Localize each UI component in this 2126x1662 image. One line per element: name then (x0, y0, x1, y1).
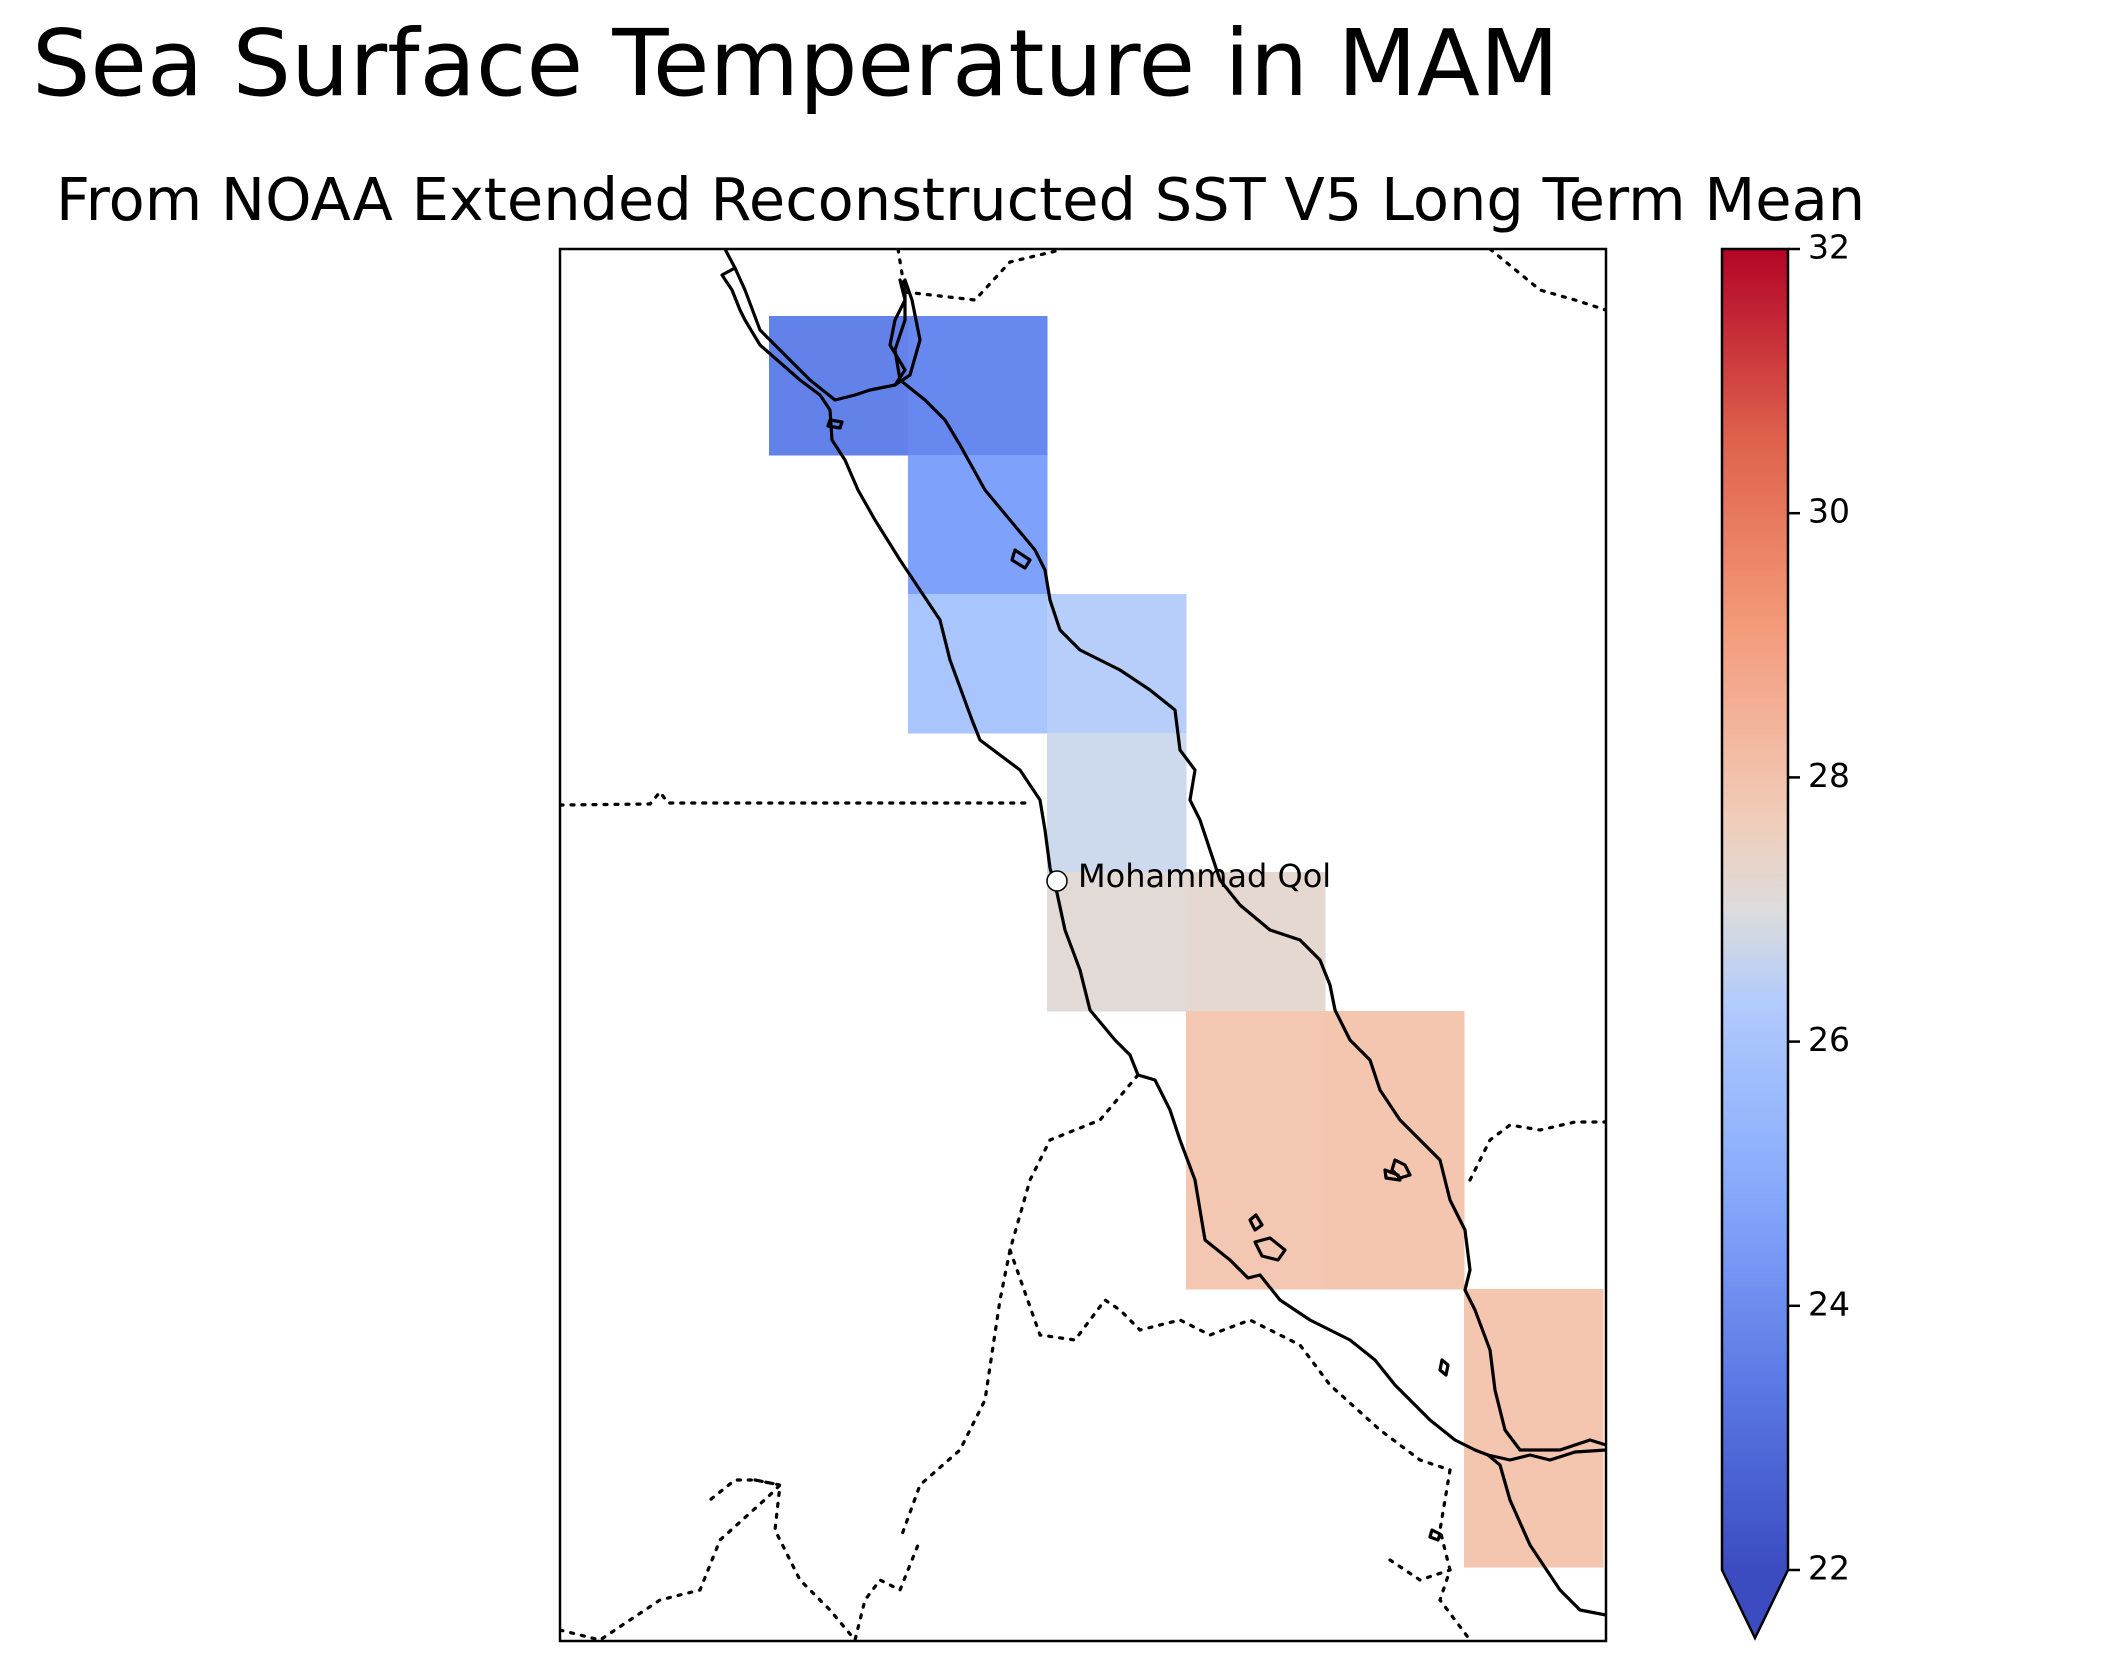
island-dahlak-2 (1390, 1158, 1412, 1180)
border-ethiopia-south (1388, 1558, 1452, 1582)
coastlines (720, 249, 1606, 1617)
map-frame (558, 247, 1608, 1643)
coastline-sinai-aqaba (893, 278, 922, 387)
place-marker-mohammad-qol: Mohammad Qol (1046, 857, 1331, 895)
sst-cell (1186, 1150, 1326, 1290)
place-marker (1046, 870, 1068, 892)
colorbar-tick-label: 26 (1808, 1020, 1850, 1059)
island-dahlak-1 (1253, 1236, 1287, 1262)
sst-cells (769, 316, 1604, 1568)
island-zubair (1438, 1358, 1450, 1377)
sst-cell (1186, 1011, 1326, 1151)
border-egypt-israel (896, 249, 1062, 302)
border-saudi-jordan (1488, 249, 1606, 312)
colorbar-tick-label: 30 (1808, 492, 1850, 531)
colorbar: 22 24 26 28 30 32 (1720, 228, 1850, 1641)
sst-cell (1047, 594, 1187, 734)
map-panel: Mohammad Qol (558, 247, 1608, 1643)
colorbar-tick-label: 28 (1808, 756, 1850, 795)
sst-cell (908, 316, 1048, 456)
island-farasan (1383, 1168, 1402, 1182)
colorbar-extend-min (1722, 1570, 1788, 1638)
place-label: Mohammad Qol (1078, 857, 1331, 895)
colorbar-tick-label: 32 (1808, 228, 1850, 267)
chart-subtitle: From NOAA Extended Reconstructed SST V5 … (56, 165, 1866, 234)
colorbar-outline (1720, 247, 1790, 1641)
sst-cell (1464, 1289, 1604, 1429)
country-borders (560, 249, 1606, 1641)
chart-title: Sea Surface Temperature in MAM (32, 10, 1560, 117)
coastline-arabian (893, 278, 1606, 1452)
colorbar-tick-label: 22 (1808, 1549, 1850, 1588)
border-sudan-southsudan (560, 1478, 784, 1641)
border-yemen-saudi (1468, 1120, 1606, 1182)
coastline-sinai-suez (733, 266, 907, 402)
sst-cell (1047, 733, 1187, 873)
sst-cell (908, 594, 1048, 734)
border-ethiopia-west (753, 1478, 922, 1641)
border-sudan-eritrea (898, 1073, 1140, 1542)
island-tiran (826, 418, 844, 430)
island-shadwan (1010, 548, 1032, 570)
colorbar-tick-label: 24 (1808, 1284, 1850, 1323)
border-eritrea-ethiopia (1008, 1248, 1452, 1472)
island-near-suakin (1248, 1213, 1264, 1232)
colorbar-ticks: 22 24 26 28 30 32 (1788, 228, 1850, 1588)
coastline-gulf-aden (1486, 1448, 1606, 1462)
island-hanish (1428, 1528, 1442, 1542)
colorbar-gradient (1722, 249, 1788, 1570)
